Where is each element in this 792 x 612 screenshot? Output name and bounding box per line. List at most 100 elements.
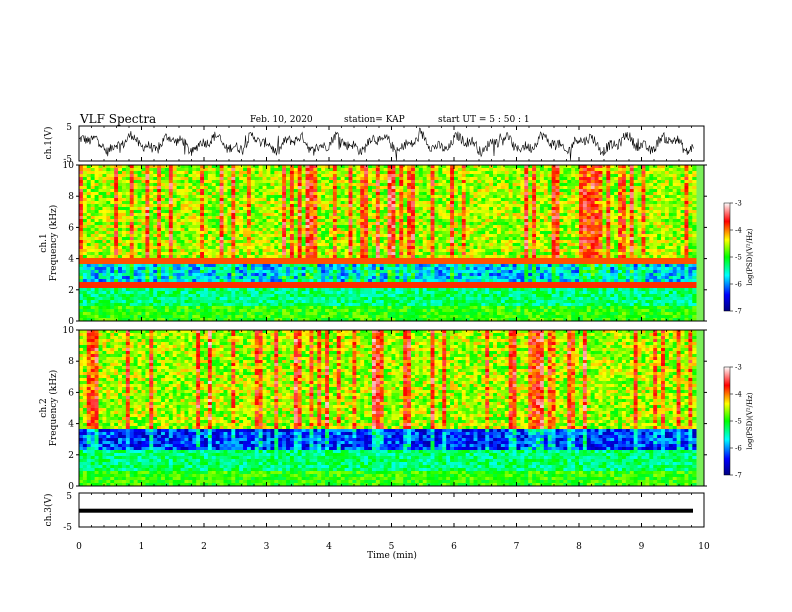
spectrogram-cell — [250, 174, 256, 178]
spectrogram-cell — [375, 288, 381, 292]
spectrogram-cell — [219, 312, 224, 316]
spectrogram-cell — [375, 306, 381, 310]
spectrogram-cell — [227, 234, 232, 238]
spectrogram-cell — [133, 279, 138, 283]
spectrogram-cell — [258, 171, 263, 175]
spectrogram-cell — [250, 171, 256, 175]
spectrogram-cell — [114, 198, 119, 202]
spectrogram-cell — [270, 312, 275, 316]
spectrogram-cell — [375, 264, 381, 268]
spectrogram-cell — [98, 261, 103, 265]
spectrogram-cell — [356, 195, 361, 199]
spectrogram-cell — [340, 210, 345, 214]
spectrogram-cell — [223, 195, 228, 199]
spectrogram-cell — [254, 300, 259, 304]
spectrogram-cell — [196, 312, 201, 316]
spectrogram-cell — [309, 234, 314, 238]
spectrogram-cell — [133, 255, 138, 259]
spectrogram-cell — [270, 168, 275, 172]
spectrogram-cell — [192, 204, 197, 208]
spectrogram-cell — [375, 231, 381, 235]
spectrogram-cell — [274, 237, 279, 241]
spectrogram-cell — [286, 294, 291, 298]
spectrogram-cell — [125, 168, 131, 172]
spectrogram-cell — [168, 306, 174, 310]
spectrogram-cell — [157, 183, 162, 187]
spectrogram-cell — [414, 222, 420, 226]
spectrogram-cell — [332, 186, 338, 190]
spectrogram-cell — [305, 234, 310, 238]
spectrogram-cell — [79, 270, 84, 274]
spectrogram-cell — [293, 318, 299, 322]
spectrogram-cell — [438, 306, 443, 310]
spectrogram-cell — [211, 276, 217, 280]
spectrogram-cell — [340, 165, 345, 169]
spectrogram-cell — [141, 285, 146, 289]
spectrogram-cell — [317, 207, 322, 211]
spectrogram-cell — [411, 315, 416, 319]
spectrogram-cell — [192, 213, 197, 217]
spectrogram-cell — [243, 198, 248, 202]
spectrogram-cell — [121, 255, 127, 259]
spectrogram-cell — [317, 165, 322, 169]
spectrogram-cell — [270, 207, 275, 211]
spectrogram-cell — [188, 303, 193, 307]
spectrogram-cell — [418, 237, 424, 241]
spectrogram-cell — [414, 234, 420, 238]
spectrogram-cell — [215, 297, 220, 301]
spectrogram-cell — [102, 234, 107, 238]
spectrogram-cell — [348, 294, 353, 298]
spectrogram-cell — [309, 285, 314, 289]
spectrogram-cell — [188, 165, 193, 169]
spectrogram-cell — [438, 210, 443, 214]
spectrogram-cell — [317, 255, 322, 259]
spectrogram-cell — [375, 249, 381, 253]
spectrogram-cell — [371, 183, 377, 187]
spectrogram-cell — [282, 282, 287, 286]
spectrogram-cell — [422, 216, 427, 220]
spectrogram-cell — [121, 261, 127, 265]
spectrogram-cell — [121, 252, 127, 256]
spectrogram-cell — [266, 294, 271, 298]
spectrogram-cell — [313, 264, 318, 268]
spectrogram-cell — [196, 216, 201, 220]
spectrogram-cell — [192, 168, 197, 172]
spectrogram-cell — [414, 198, 420, 202]
spectrogram-cell — [192, 276, 197, 280]
spectrogram-cell — [336, 246, 342, 250]
spectrogram-cell — [200, 288, 205, 292]
spectrogram-cell — [332, 288, 338, 292]
spectrogram-cell — [227, 180, 232, 184]
spectrogram-cell — [414, 285, 420, 289]
spectrogram-cell — [321, 264, 326, 268]
spectrogram-cell — [184, 195, 189, 199]
spectrogram-cell — [176, 294, 181, 298]
spectrogram-cell — [411, 213, 416, 217]
spectrogram-cell — [321, 207, 326, 211]
spectrogram-cell — [258, 249, 263, 253]
spectrogram-cell — [149, 267, 154, 271]
spectrogram-cell — [254, 234, 259, 238]
spectrogram-cell — [254, 165, 259, 169]
spectrogram-cell — [270, 210, 275, 214]
spectrogram-cell — [164, 285, 170, 289]
spectrogram-cell — [176, 276, 181, 280]
spectrogram-cell — [426, 222, 431, 226]
spectrogram-cell — [309, 192, 314, 196]
spectrogram-cell — [395, 276, 400, 280]
spectrogram-cell — [180, 294, 185, 298]
spectrogram-cell — [157, 222, 162, 226]
spectrogram-cell — [207, 300, 213, 304]
spectrogram-cell — [340, 243, 345, 247]
spectrogram-cell — [121, 174, 127, 178]
spectrogram-cell — [79, 234, 84, 238]
spectrogram-cell — [317, 177, 322, 181]
spectrogram-cell — [149, 192, 154, 196]
spectrogram-cell — [395, 192, 400, 196]
spectrogram-cell — [293, 252, 299, 256]
spectrogram-cell — [239, 255, 244, 259]
spectrogram-cell — [446, 168, 451, 172]
spectrogram-cell — [344, 252, 349, 256]
spectrogram-cell — [215, 174, 220, 178]
spectrogram-cell — [278, 306, 283, 310]
